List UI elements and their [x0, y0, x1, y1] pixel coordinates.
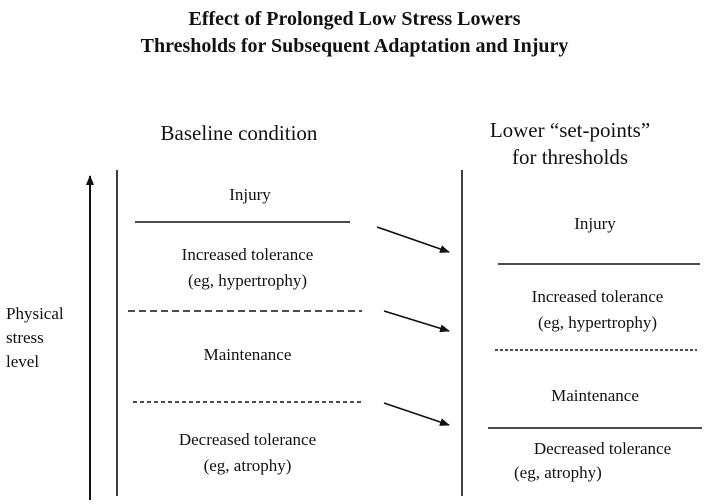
lowered-maintenance-label: Maintenance [551, 386, 639, 405]
shift-arrow-increased [383, 310, 450, 333]
lowered-injury-label: Injury [574, 214, 616, 233]
baseline-decreased-label-line1: Decreased tolerance [178, 430, 317, 449]
lowered-decreased-label-line1: Decreased tolerance [533, 439, 672, 458]
diagram-title-line2: Thresholds for Subsequent Adaptation and… [140, 35, 569, 57]
baseline-decreased-label-line2: (eg, atrophy) [203, 456, 292, 475]
lowered-decreased-label-line2: (eg, atrophy) [514, 463, 602, 482]
lowered-heading-line1: Lower “set-points” [489, 118, 651, 142]
lowered-increased-label-line2: (eg, hypertrophy) [538, 313, 657, 332]
y-axis-label-line3: level [6, 352, 40, 371]
baseline-maintenance-label: Maintenance [203, 345, 292, 364]
diagram-title-line1: Effect of Prolonged Low Stress Lowers [188, 8, 521, 30]
lowered-increased-label-line1: Increased tolerance [531, 287, 664, 306]
baseline-heading: Baseline condition [160, 121, 318, 145]
y-axis-label-line2: stress [6, 328, 44, 347]
shift-arrow-maintenance [383, 402, 450, 426]
lowered-heading-line2: for thresholds [511, 145, 629, 169]
baseline-increased-label-line1: Increased tolerance [181, 245, 314, 264]
baseline-increased-label-line2: (eg, hypertrophy) [188, 271, 307, 290]
y-axis-label-line1: Physical [6, 304, 64, 323]
baseline-injury-label: Injury [229, 185, 271, 204]
shift-arrow-injury [376, 226, 450, 253]
